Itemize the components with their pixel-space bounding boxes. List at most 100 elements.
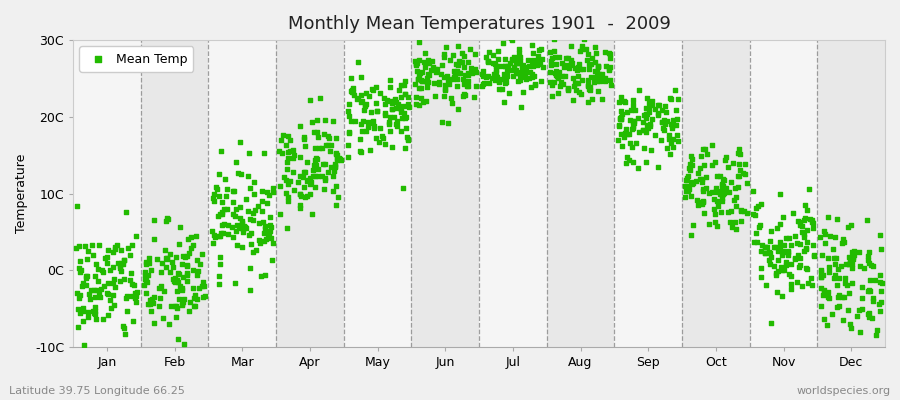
Mean Temp xyxy=(874,299,888,305)
Mean Temp xyxy=(383,128,398,134)
Mean Temp xyxy=(534,78,548,84)
Mean Temp xyxy=(614,131,628,138)
Mean Temp xyxy=(602,66,616,72)
Mean Temp xyxy=(451,58,465,65)
Mean Temp xyxy=(194,283,209,289)
Mean Temp xyxy=(872,272,886,278)
Mean Temp xyxy=(106,264,121,270)
Mean Temp xyxy=(329,154,344,161)
Mean Temp xyxy=(242,216,256,222)
Mean Temp xyxy=(354,74,368,80)
Mean Temp xyxy=(326,187,340,194)
Mean Temp xyxy=(638,129,652,136)
Mean Temp xyxy=(281,181,295,187)
Mean Temp xyxy=(310,156,324,162)
Mean Temp xyxy=(428,66,443,72)
Mean Temp xyxy=(425,58,439,64)
Mean Temp xyxy=(170,276,184,283)
Mean Temp xyxy=(247,190,261,197)
Mean Temp xyxy=(612,99,626,106)
Mean Temp xyxy=(697,162,711,168)
Mean Temp xyxy=(571,80,585,86)
Mean Temp xyxy=(695,179,709,186)
Mean Temp xyxy=(705,142,719,148)
Mean Temp xyxy=(868,332,883,338)
Bar xyxy=(411,40,479,347)
Mean Temp xyxy=(821,294,835,300)
Mean Temp xyxy=(275,132,290,138)
Mean Temp xyxy=(354,92,368,99)
Mean Temp xyxy=(822,294,836,301)
Mean Temp xyxy=(830,282,844,288)
Mean Temp xyxy=(80,256,94,262)
Mean Temp xyxy=(345,88,359,95)
Mean Temp xyxy=(116,322,130,329)
Mean Temp xyxy=(648,132,662,138)
Mean Temp xyxy=(662,150,677,157)
Mean Temp xyxy=(172,240,186,247)
Mean Temp xyxy=(544,58,558,65)
Mean Temp xyxy=(89,261,104,267)
Mean Temp xyxy=(602,51,616,58)
Mean Temp xyxy=(171,336,185,342)
Mean Temp xyxy=(589,50,603,56)
Mean Temp xyxy=(409,61,423,68)
Mean Temp xyxy=(400,137,415,143)
Mean Temp xyxy=(168,279,183,286)
Mean Temp xyxy=(143,267,157,273)
Mean Temp xyxy=(683,167,698,173)
Mean Temp xyxy=(168,254,183,260)
Mean Temp xyxy=(411,102,426,108)
Mean Temp xyxy=(666,136,680,142)
Mean Temp xyxy=(117,276,131,282)
Mean Temp xyxy=(330,194,345,201)
Mean Temp xyxy=(257,223,272,229)
Mean Temp xyxy=(507,54,521,60)
Mean Temp xyxy=(775,293,789,300)
Mean Temp xyxy=(511,60,526,66)
Mean Temp xyxy=(592,71,607,78)
Mean Temp xyxy=(454,50,469,56)
Mean Temp xyxy=(146,300,160,306)
Mean Temp xyxy=(680,172,695,179)
Mean Temp xyxy=(232,139,247,145)
Mean Temp xyxy=(732,146,746,152)
Mean Temp xyxy=(510,70,525,76)
Mean Temp xyxy=(226,199,240,206)
Mean Temp xyxy=(468,50,482,57)
Mean Temp xyxy=(504,37,518,43)
Mean Temp xyxy=(492,78,507,85)
Mean Temp xyxy=(546,48,561,54)
Mean Temp xyxy=(783,281,797,287)
Mean Temp xyxy=(550,73,564,80)
Mean Temp xyxy=(70,203,85,209)
Mean Temp xyxy=(845,249,859,256)
Mean Temp xyxy=(106,249,121,255)
Mean Temp xyxy=(602,50,616,56)
Mean Temp xyxy=(660,118,674,124)
Mean Temp xyxy=(508,67,523,74)
Mean Temp xyxy=(128,295,142,301)
Mean Temp xyxy=(176,253,190,260)
Mean Temp xyxy=(415,78,429,85)
Mean Temp xyxy=(590,75,605,81)
Mean Temp xyxy=(163,250,177,257)
Mean Temp xyxy=(710,198,724,204)
Mean Temp xyxy=(294,193,309,199)
Mean Temp xyxy=(758,250,772,256)
Mean Temp xyxy=(874,288,888,294)
Mean Temp xyxy=(140,301,155,307)
Mean Temp xyxy=(626,159,641,165)
Mean Temp xyxy=(186,241,201,248)
Mean Temp xyxy=(536,64,551,70)
Mean Temp xyxy=(82,291,96,297)
Mean Temp xyxy=(463,46,477,52)
Mean Temp xyxy=(764,228,778,234)
Mean Temp xyxy=(499,74,513,80)
Mean Temp xyxy=(293,190,308,197)
Mean Temp xyxy=(398,91,412,97)
Mean Temp xyxy=(805,282,819,288)
Mean Temp xyxy=(77,243,92,249)
Mean Temp xyxy=(784,261,798,267)
Mean Temp xyxy=(346,91,361,98)
